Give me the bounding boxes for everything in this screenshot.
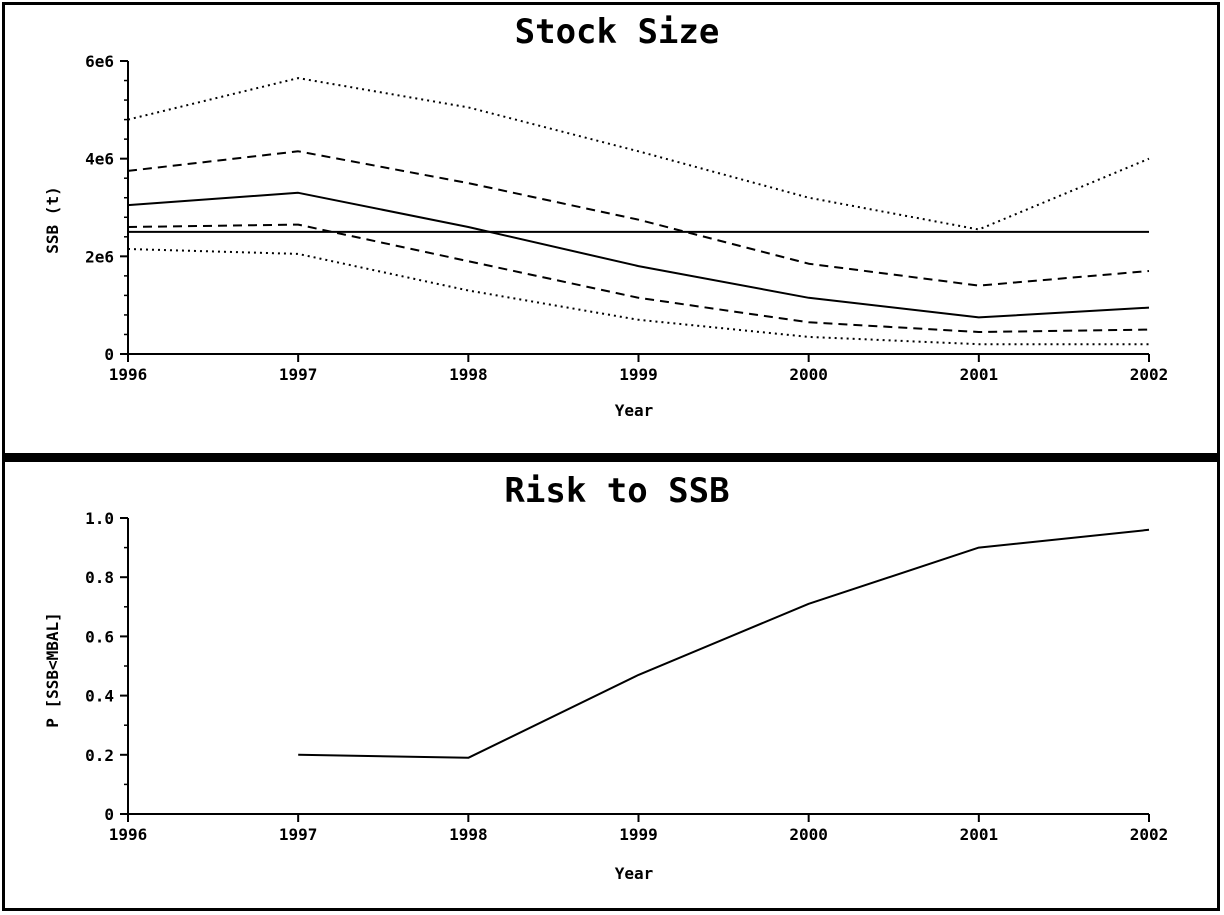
x-tick-label: 1997 — [279, 365, 318, 384]
x-tick-label: 1996 — [109, 365, 148, 384]
x-tick-label: 2001 — [960, 825, 999, 844]
panel-divider — [5, 453, 1217, 462]
y-axis-label: SSB (t) — [43, 186, 62, 253]
x-tick-label: 1999 — [619, 365, 658, 384]
x-tick-label: 1997 — [279, 825, 318, 844]
x-tick-label: 1999 — [619, 825, 658, 844]
risk-to-ssb-panel: Risk to SSB Year P [SSB<MBAL] 0 0.2 0.4 0.6… — [43, 471, 1168, 883]
x-tick-label: 2000 — [789, 365, 828, 384]
x-tick-label: 2000 — [789, 825, 828, 844]
series-line — [127, 191, 1150, 319]
series-line — [298, 528, 1150, 759]
series-line — [127, 248, 1149, 346]
figure-canvas: Stock Size Year SSB (t) 0 2e6 4e6 6e6 1996 19… — [43, 12, 1168, 883]
series-line — [127, 77, 1150, 231]
y-tick-label: 0.2 — [85, 746, 114, 765]
x-tick-label: 1998 — [449, 825, 488, 844]
x-tick-label: 1996 — [109, 825, 148, 844]
x-tick-label: 2001 — [960, 365, 999, 384]
y-tick-label: 0.6 — [85, 627, 114, 646]
stock-size-panel: Stock Size Year SSB (t) 0 2e6 4e6 6e6 1996 19… — [43, 12, 1168, 420]
y-tick-label: 0 — [104, 345, 114, 364]
y-axis-label: P [SSB<MBAL] — [43, 612, 62, 728]
x-tick-label: 1998 — [449, 365, 488, 384]
series-line — [127, 150, 1150, 287]
x-axis-label: Year — [615, 401, 654, 420]
chart-title: Risk to SSB — [504, 471, 729, 511]
series-line — [127, 223, 1150, 333]
y-tick-label: 0.4 — [85, 687, 114, 706]
y-tick-label: 4e6 — [85, 150, 114, 169]
y-tick-label: 0 — [104, 805, 114, 824]
x-tick-label: 2002 — [1130, 365, 1169, 384]
y-tick-label: 0.8 — [85, 568, 114, 587]
y-tick-label: 6e6 — [85, 52, 114, 71]
x-tick-label: 2002 — [1130, 825, 1169, 844]
x-axis-label: Year — [615, 864, 654, 883]
chart-title: Stock Size — [515, 12, 720, 52]
y-tick-label: 1.0 — [85, 509, 114, 528]
y-tick-label: 2e6 — [85, 247, 114, 266]
